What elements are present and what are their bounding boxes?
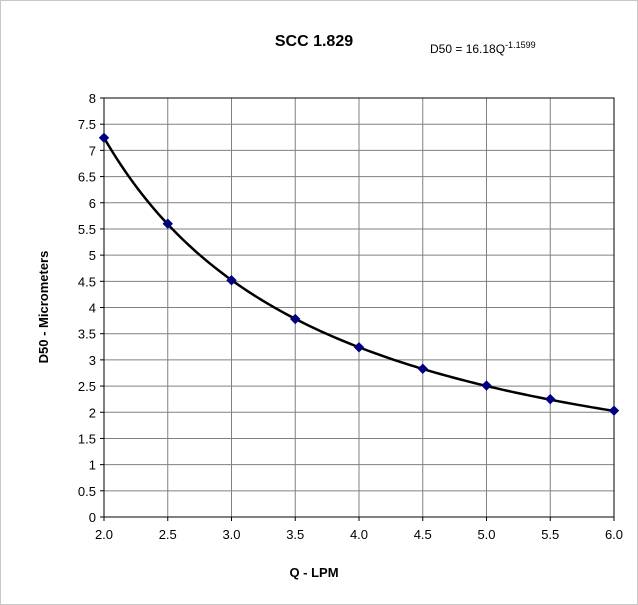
- y-tick-label: 2: [89, 405, 96, 420]
- y-tick-label: 7.5: [78, 117, 96, 132]
- y-axis-title: D50 - Micrometers: [36, 251, 51, 364]
- x-tick-label: 2.0: [95, 527, 113, 542]
- y-tick-label: 1.5: [78, 431, 96, 446]
- data-point: [353, 342, 365, 353]
- x-tick-label: 2.5: [159, 527, 177, 542]
- x-tick-label: 4.5: [414, 527, 432, 542]
- y-axis-ticks: 0 0.5 1 1.5 2 2.5 3 3.5 4 4.5 5 5.5 6 6.5 7 7.5 8: [78, 91, 104, 525]
- y-tick-label: 0.5: [78, 484, 96, 499]
- gridlines: [103, 97, 615, 518]
- data-point: [545, 393, 556, 405]
- x-tick-label: 5.0: [477, 527, 495, 542]
- data-point: [226, 275, 237, 286]
- y-tick-label: 1: [89, 458, 96, 473]
- chart-title: SCC 1.829: [275, 33, 353, 50]
- equation-base: D50 = 16.18Q: [430, 42, 505, 56]
- y-tick-label: 2.5: [78, 379, 96, 394]
- data-point: [417, 363, 428, 374]
- y-tick-label: 5: [89, 248, 96, 263]
- trendline-equation: D50 = 16.18Q-1.1599: [430, 40, 536, 56]
- x-tick-label: 4.0: [350, 527, 368, 542]
- y-tick-label: 4.5: [78, 274, 96, 289]
- data-points: [98, 132, 620, 416]
- y-tick-label: 0: [89, 510, 96, 525]
- equation-exponent: -1.1599: [505, 40, 536, 50]
- y-tick-label: 6.5: [78, 170, 96, 185]
- y-tick-label: 8: [89, 91, 96, 106]
- data-point: [98, 132, 110, 144]
- y-tick-label: 6: [89, 196, 96, 211]
- data-point: [608, 405, 620, 416]
- data-point: [481, 380, 492, 391]
- x-axis-ticks: 2.0 2.5 3.0 3.5 4.0 4.5 5.0 5.5 6.0: [95, 517, 623, 542]
- y-tick-label: 3.5: [78, 327, 96, 342]
- x-axis-title: Q - LPM: [289, 565, 338, 580]
- y-tick-label: 7: [89, 143, 96, 158]
- data-point: [162, 218, 173, 229]
- y-tick-label: 3: [89, 353, 96, 368]
- x-tick-label: 5.5: [541, 527, 559, 542]
- data-point: [290, 313, 301, 325]
- x-tick-label: 3.5: [286, 527, 304, 542]
- x-tick-label: 6.0: [605, 527, 623, 542]
- x-tick-label: 3.0: [222, 527, 240, 542]
- y-tick-label: 5.5: [78, 222, 96, 237]
- y-tick-label: 4: [89, 301, 96, 316]
